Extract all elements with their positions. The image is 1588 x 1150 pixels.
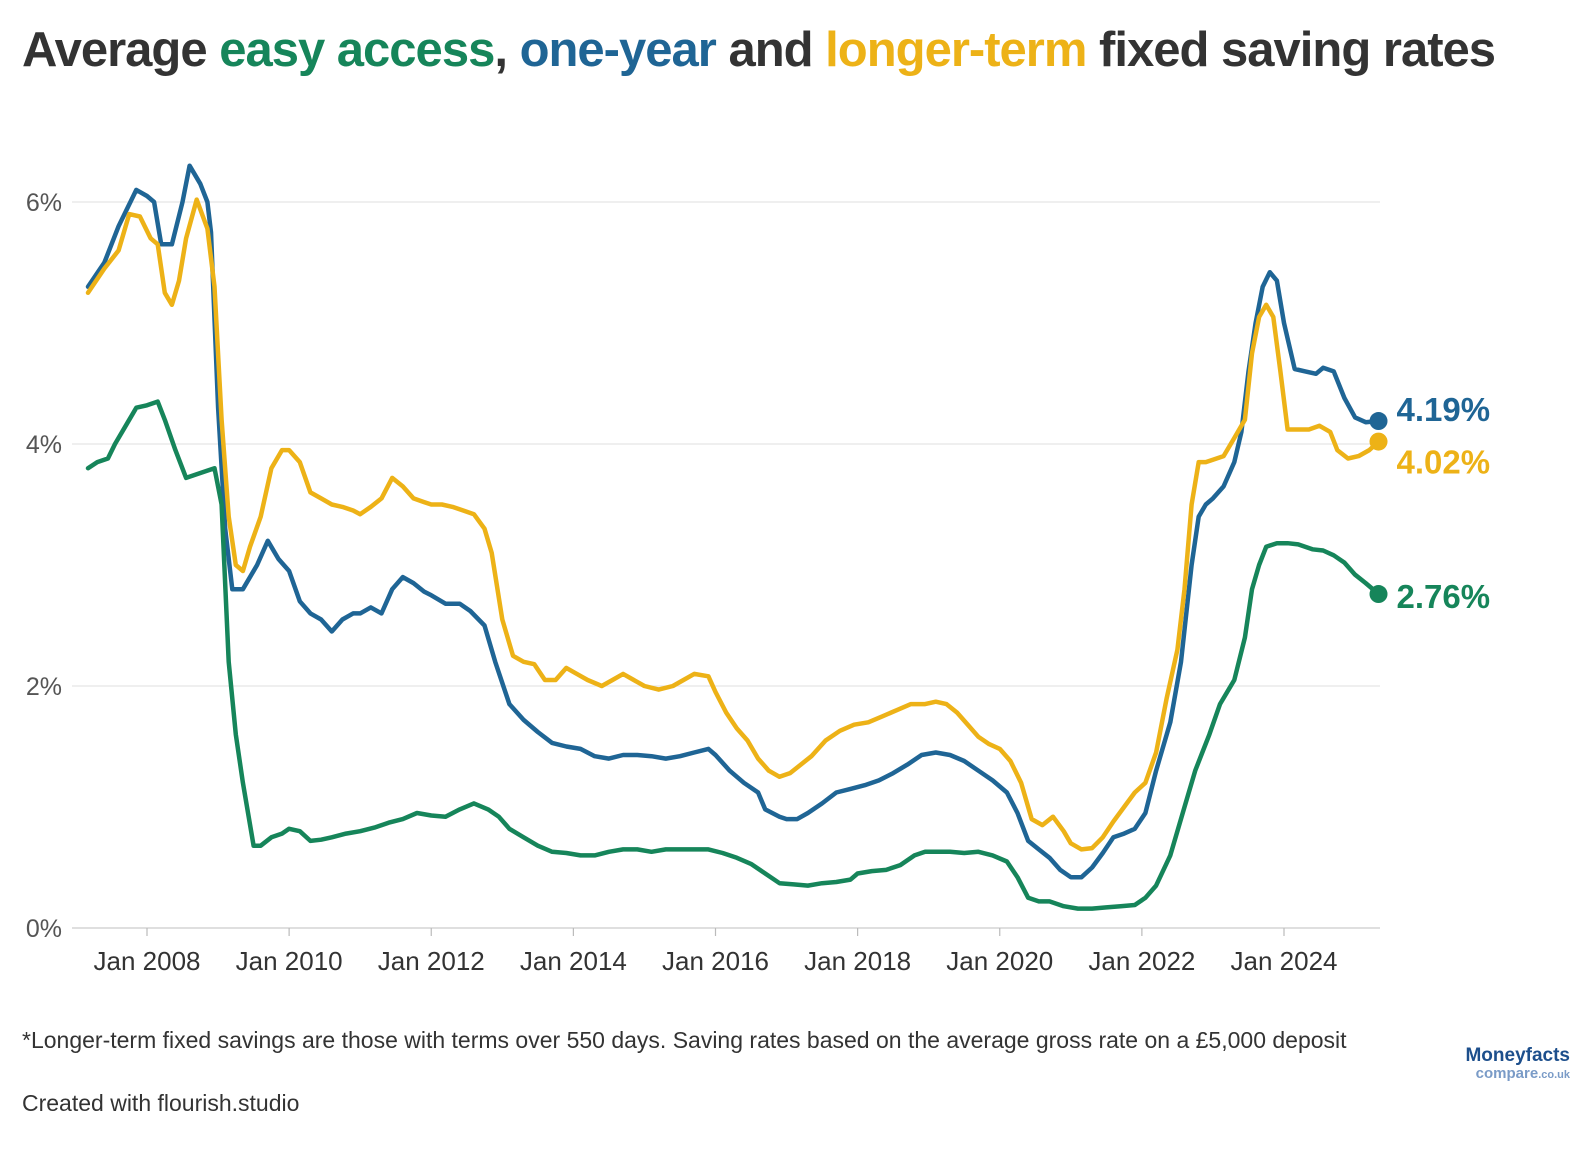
x-tick-label: Jan 2018 (804, 946, 911, 976)
end-dot-one-year (1369, 412, 1388, 431)
series-line-one-year (85, 163, 1381, 880)
x-tick-label: Jan 2024 (1231, 946, 1338, 976)
line-chart: 0% 2% 4% 6% Jan 2008 Jan 2010 Jan 2012 Jan 201… (26, 163, 1491, 976)
x-tick-label: Jan 2012 (378, 946, 485, 976)
logo-line-1: Moneyfacts (1465, 1045, 1570, 1066)
y-tick-label: 6% (26, 189, 62, 217)
title-longer-term: longer-term (825, 23, 1087, 77)
series-line-longer-term (85, 197, 1381, 852)
moneyfacts-logo: Moneyfacts compare.co.uk (1430, 1046, 1570, 1083)
end-label-one-year: 4.19% (1397, 391, 1491, 428)
x-tick-label: Jan 2022 (1088, 946, 1195, 976)
y-tick-label: 0% (26, 915, 62, 943)
footnote: *Longer-term fixed savings are those wit… (22, 1027, 1347, 1053)
x-tick-label: Jan 2008 (94, 946, 201, 976)
y-tick-label: 2% (26, 673, 62, 701)
series-line-easy-access (85, 399, 1381, 911)
title-prefix: Average (22, 23, 220, 77)
y-axis-ticks: 0% 2% 4% 6% (26, 189, 62, 943)
end-dot-longer-term (1369, 432, 1388, 451)
logo-compare: compare (1475, 1065, 1539, 1082)
gridlines (72, 201, 1380, 929)
end-label-easy-access: 2.76% (1397, 578, 1491, 615)
end-dot-easy-access (1369, 585, 1388, 604)
x-tick-label: Jan 2014 (520, 946, 627, 976)
x-axis-ticks: Jan 2008 Jan 2010 Jan 2012 Jan 2014 Jan 2016… (94, 928, 1338, 976)
title-sep-2: and (715, 23, 826, 77)
title-suffix: fixed saving rates (1086, 23, 1496, 77)
title-sep-1: , (494, 23, 520, 77)
chart-title: Average easy access, one-year and longer… (22, 22, 1496, 78)
logo-domain: .co.uk (1538, 1069, 1570, 1081)
end-labels: 4.19% 4.02% 2.76% (1369, 391, 1491, 615)
title-easy-access: easy access (219, 23, 495, 77)
credit-link[interactable]: Created with flourish.studio (22, 1090, 300, 1116)
series-lines (85, 163, 1381, 911)
y-tick-label: 4% (26, 431, 62, 459)
x-tick-label: Jan 2020 (946, 946, 1053, 976)
end-label-longer-term: 4.02% (1397, 444, 1491, 481)
x-tick-label: Jan 2016 (662, 946, 769, 976)
logo-line-2: compare.co.uk (1430, 1066, 1570, 1083)
title-one-year: one-year (519, 23, 717, 77)
x-tick-label: Jan 2010 (236, 946, 343, 976)
